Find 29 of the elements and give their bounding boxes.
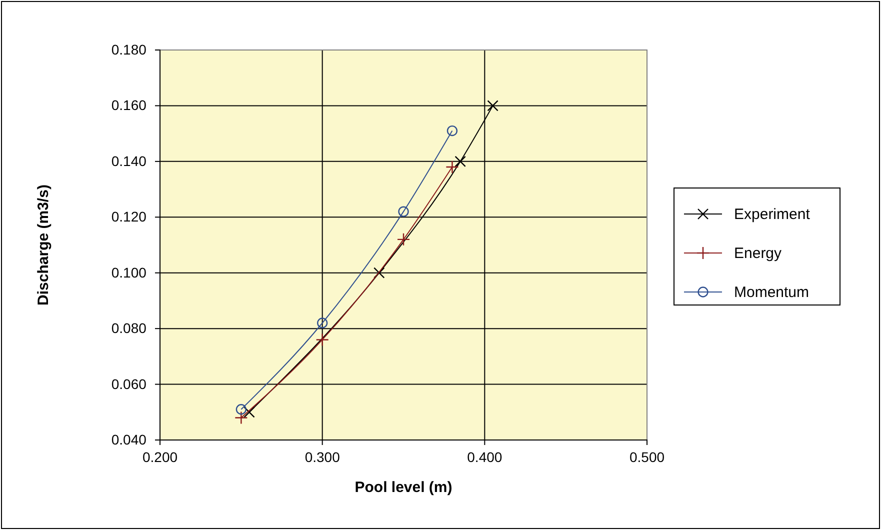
y-tick-label: 0.060	[111, 376, 147, 392]
legend-label: Experiment	[734, 206, 811, 223]
x-tick-label: 0.400	[467, 449, 502, 465]
point	[454, 156, 466, 168]
point	[317, 318, 328, 328]
y-axis-title: Discharge (m3/s)	[35, 184, 52, 306]
point	[446, 125, 458, 136]
y-tick-label: 0.140	[111, 152, 147, 169]
point	[374, 267, 385, 278]
point	[446, 160, 459, 174]
point	[396, 232, 410, 246]
point	[236, 404, 246, 415]
point	[244, 406, 255, 418]
y-tick-label: 0.080	[111, 320, 147, 336]
point	[234, 411, 248, 424]
y-tick-label: 0.120	[111, 208, 147, 225]
y-tick-label: 0.180	[111, 41, 147, 58]
point	[487, 100, 498, 112]
y-tick-label: 0.160	[111, 97, 147, 114]
y-tick-label: 0.100	[111, 264, 147, 280]
x-axis-title: Pool level (m)	[354, 479, 452, 496]
x-tick-label: 0.300	[304, 449, 340, 465]
y-tick-label: 0.040	[111, 431, 147, 448]
x-tick-label: 0.200	[142, 449, 178, 465]
legend-label: Energy	[734, 245, 782, 262]
legend-label: Momentum	[734, 284, 810, 301]
point	[398, 206, 409, 217]
x-tick-label: 0.500	[629, 449, 665, 465]
point	[316, 333, 329, 346]
